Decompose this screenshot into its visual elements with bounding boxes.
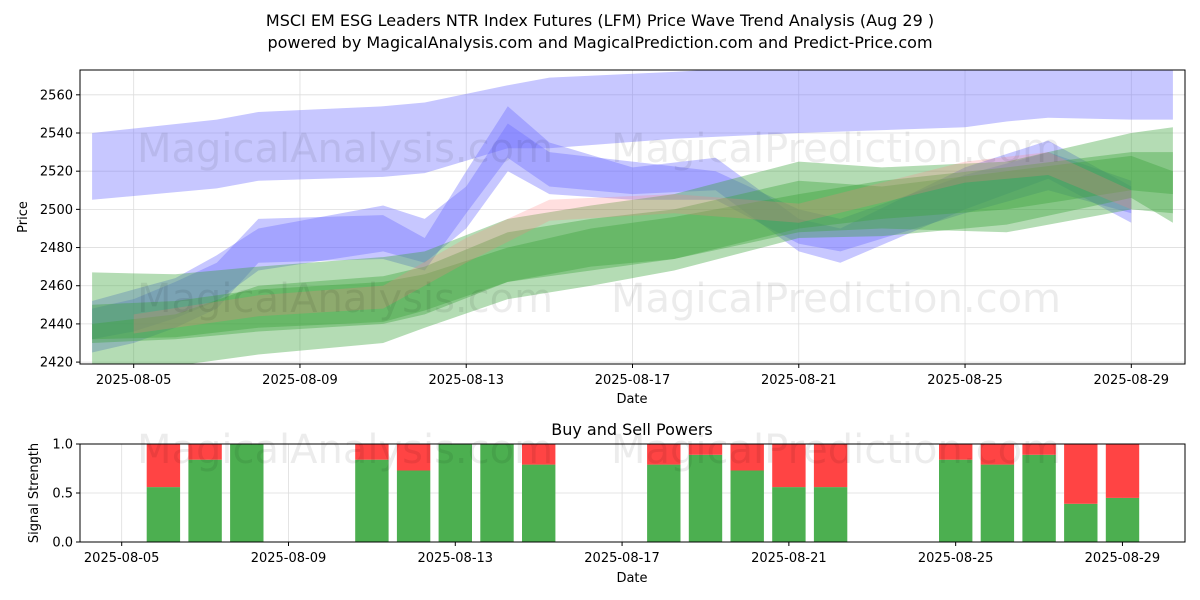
chart-title-line2: powered by MagicalAnalysis.com and Magic… bbox=[267, 33, 932, 52]
sell-bar bbox=[188, 444, 222, 460]
price-band-green-5 bbox=[92, 152, 1173, 343]
buy-bar bbox=[1064, 503, 1098, 542]
bars-x-tick-label: 2025-08-09 bbox=[251, 551, 327, 566]
main-y-tick-label: 2480 bbox=[40, 241, 73, 256]
buy-bar bbox=[730, 470, 764, 542]
price-band-blue-1 bbox=[92, 106, 1132, 353]
main-y-tick-label: 2540 bbox=[40, 127, 73, 142]
main-x-tick-label: 2025-08-09 bbox=[262, 373, 338, 388]
main-x-tick-label: 2025-08-13 bbox=[428, 373, 504, 388]
buy-bar bbox=[230, 444, 264, 542]
sell-bar bbox=[1022, 444, 1056, 455]
sell-bar bbox=[1105, 444, 1140, 498]
main-y-tick-label: 2420 bbox=[40, 356, 73, 371]
buy-bar bbox=[355, 459, 389, 542]
price-wave-bands bbox=[92, 70, 1173, 364]
buy-bar bbox=[146, 487, 181, 542]
price-band-green-3 bbox=[92, 127, 1173, 340]
bars-x-tick-label: 2025-08-13 bbox=[418, 551, 494, 566]
main-x-tick-label: 2025-08-05 bbox=[96, 373, 172, 388]
bars-chart-title: Buy and Sell Powers bbox=[551, 420, 713, 439]
bars-x-tick-label: 2025-08-29 bbox=[1085, 551, 1161, 566]
sell-bar bbox=[522, 444, 556, 465]
buy-bar bbox=[980, 464, 1015, 542]
buy-bar bbox=[396, 470, 431, 542]
watermark-right-bars: MagicalPrediction.com bbox=[611, 427, 1061, 473]
watermark-left-top: MagicalAnalysis.com bbox=[137, 126, 553, 172]
watermark-right-top: MagicalPrediction.com bbox=[611, 126, 1061, 172]
sell-bar bbox=[813, 444, 848, 488]
main-x-axis-label: Date bbox=[616, 392, 647, 407]
buy-bar bbox=[647, 464, 681, 542]
buy-bar bbox=[939, 459, 973, 542]
bars-x-axis-label: Date bbox=[616, 571, 647, 586]
main-y-tick-label: 2520 bbox=[40, 165, 73, 180]
watermark-right-mid: MagicalPrediction.com bbox=[611, 276, 1061, 322]
main-x-ticks: 2025-08-05 2025-08-09 2025-08-13 2025-08-17… bbox=[96, 364, 1169, 388]
main-x-tick-label: 2025-08-25 bbox=[927, 373, 1003, 388]
bars-y-tick-label: 0.5 bbox=[52, 487, 73, 502]
bars-y-tick-label: 1.0 bbox=[52, 438, 73, 453]
sell-bar bbox=[396, 444, 431, 471]
main-x-tick-label: 2025-08-21 bbox=[761, 373, 837, 388]
price-band-red-6 bbox=[133, 152, 1132, 334]
watermark-left-mid: MagicalAnalysis.com bbox=[137, 276, 553, 322]
sell-bar bbox=[772, 444, 806, 488]
bars-y-tick-label: 0.0 bbox=[52, 536, 73, 551]
buy-sell-bars bbox=[146, 444, 1140, 542]
main-x-tick-label: 2025-08-17 bbox=[595, 373, 671, 388]
main-y-axis-label: Price bbox=[16, 201, 31, 233]
buy-bar bbox=[480, 444, 514, 542]
sell-bar bbox=[939, 444, 973, 460]
buy-bar bbox=[438, 444, 472, 542]
price-band-blue-0 bbox=[92, 70, 1173, 200]
buy-bar bbox=[1105, 497, 1140, 542]
bars-x-tick-label: 2025-08-05 bbox=[84, 551, 160, 566]
bars-y-axis-label: Signal Strength bbox=[27, 443, 42, 543]
bars-x-ticks: 2025-08-05 2025-08-09 2025-08-13 2025-08-17… bbox=[84, 542, 1160, 566]
price-band-blue-2 bbox=[92, 123, 1132, 340]
main-y-tick-label: 2560 bbox=[40, 88, 73, 103]
buy-bar bbox=[188, 459, 222, 542]
sell-bar bbox=[1064, 444, 1098, 504]
buy-bar bbox=[772, 487, 806, 542]
sell-bar bbox=[146, 444, 181, 488]
bars-y-ticks: 0.0 0.5 1.0 bbox=[52, 438, 80, 551]
sell-bar bbox=[647, 444, 681, 465]
bars-x-tick-label: 2025-08-25 bbox=[918, 551, 994, 566]
main-grid bbox=[80, 70, 1185, 364]
main-y-tick-label: 2500 bbox=[40, 203, 73, 218]
sell-bar bbox=[730, 444, 764, 471]
buy-bar bbox=[813, 487, 848, 542]
bars-x-tick-label: 2025-08-21 bbox=[751, 551, 827, 566]
buy-bar bbox=[522, 464, 556, 542]
buy-bar bbox=[1022, 454, 1056, 542]
sell-bar bbox=[980, 444, 1015, 465]
chart-title-line1: MSCI EM ESG Leaders NTR Index Futures (L… bbox=[266, 11, 934, 30]
bars-x-tick-label: 2025-08-17 bbox=[584, 551, 660, 566]
sell-bar bbox=[688, 444, 723, 455]
main-y-ticks: 2420 2440 2460 2480 2500 2520 2540 2560 bbox=[40, 88, 80, 371]
main-y-tick-label: 2460 bbox=[40, 279, 73, 294]
sell-bar bbox=[355, 444, 389, 460]
main-x-tick-label: 2025-08-29 bbox=[1094, 373, 1170, 388]
buy-bar bbox=[688, 454, 723, 542]
watermark-left-bars: MagicalAnalysis.com bbox=[137, 427, 553, 473]
main-y-tick-label: 2440 bbox=[40, 317, 73, 332]
price-band-green-4 bbox=[92, 155, 1173, 364]
